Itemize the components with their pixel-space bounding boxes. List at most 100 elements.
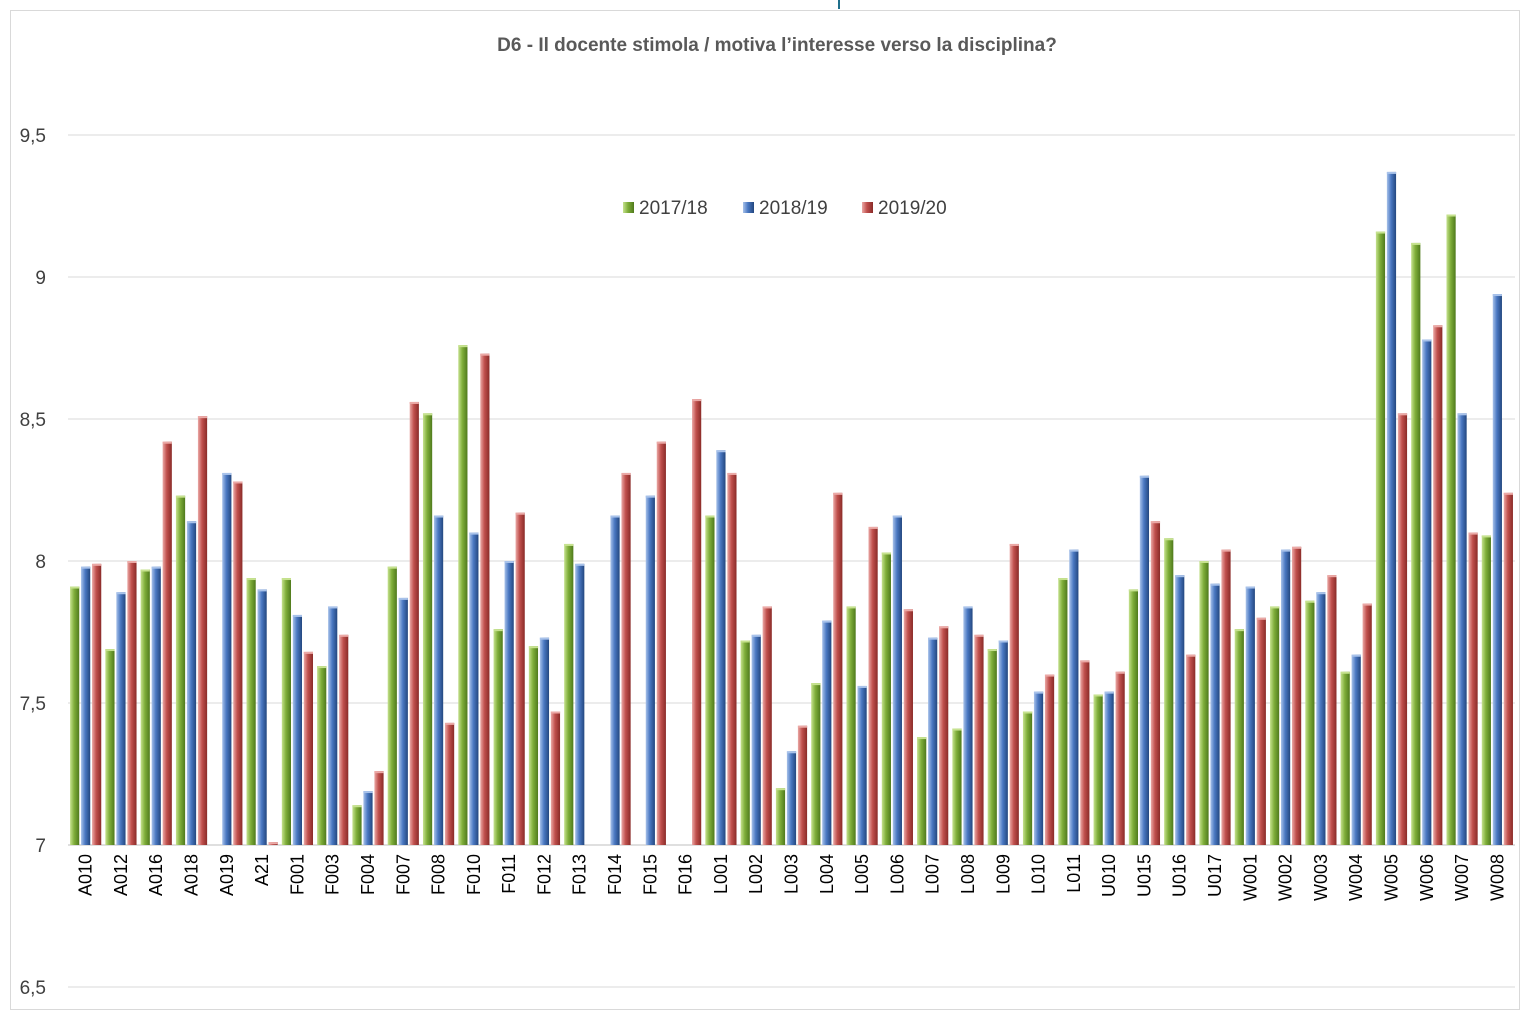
- bar-2018-19-W004: [1351, 654, 1361, 845]
- bar-cap: [409, 401, 419, 404]
- bar-2018-19-L005: [857, 685, 867, 845]
- bar-cap: [1316, 592, 1326, 595]
- x-tick-label: W002: [1276, 854, 1296, 901]
- bar-2017-18-L006: [881, 552, 891, 845]
- bar-cap: [1457, 413, 1467, 416]
- x-tick-label: L006: [887, 854, 907, 894]
- y-tick-label: 9: [35, 268, 46, 289]
- bar-2019-20-W006: [1433, 325, 1443, 845]
- bar-2017-18-A018: [175, 495, 186, 845]
- bar-cap: [727, 472, 737, 475]
- bar-cap: [952, 728, 962, 731]
- x-tick-label: W007: [1452, 854, 1472, 901]
- bar-cap: [1234, 629, 1244, 632]
- bar-cap: [1269, 606, 1280, 609]
- x-tick-label: L007: [923, 854, 943, 894]
- bar-2019-20-F004: [374, 771, 384, 845]
- bar-cap: [1411, 242, 1421, 245]
- bar-cap: [175, 495, 186, 498]
- x-tick-label: F003: [323, 854, 343, 895]
- bar-cap: [1327, 575, 1337, 578]
- bar-2018-19-W008: [1492, 294, 1502, 845]
- x-tick-label: U016: [1170, 854, 1190, 897]
- legend-label: 2018/19: [759, 198, 828, 219]
- bar-2017-18-F011: [493, 629, 503, 845]
- bar-cap: [197, 416, 208, 419]
- bar-2018-19-W006: [1422, 339, 1432, 845]
- bar-2018-19-W001: [1245, 586, 1255, 845]
- x-tick-label: U017: [1205, 854, 1225, 897]
- bar-cap: [317, 666, 327, 669]
- bar-cap: [917, 737, 927, 740]
- bar-2019-20-L006: [903, 609, 913, 845]
- bar-cap: [1351, 654, 1361, 657]
- bar-cap: [1481, 535, 1491, 538]
- bar-2018-19-U016: [1175, 575, 1185, 845]
- bar-cap: [963, 606, 973, 609]
- x-tick-label: F007: [393, 854, 413, 895]
- bar-cap: [1503, 492, 1513, 495]
- x-tick-label: F013: [570, 854, 590, 895]
- legend: 2017/18 2018/19 2019/20: [623, 198, 947, 219]
- x-tick-label: L010: [1029, 854, 1049, 894]
- bar-cap: [998, 640, 1008, 643]
- bar-cap: [363, 791, 373, 794]
- bar-cap: [1362, 603, 1372, 606]
- bars: [70, 171, 1513, 846]
- bar-2018-19-L002: [751, 634, 761, 845]
- bar-cap: [504, 561, 514, 563]
- bar-2018-19-A012: [116, 592, 126, 845]
- bar-cap: [257, 589, 267, 592]
- x-tick-label: W003: [1311, 854, 1331, 901]
- bar-2017-18-L005: [846, 606, 856, 845]
- bar-cap: [1080, 660, 1090, 663]
- bar-cap: [493, 629, 503, 632]
- legend-swatch-2017-18: [623, 202, 634, 213]
- bar-2017-18-U016: [1164, 538, 1174, 845]
- bar-cap: [1093, 694, 1103, 697]
- x-tick-label: F010: [464, 854, 484, 895]
- bar-cap: [398, 597, 408, 600]
- bar-2017-18-A012: [105, 649, 115, 845]
- bar-cap: [1044, 674, 1055, 677]
- bar-cap: [1468, 532, 1478, 535]
- bar-cap: [127, 561, 137, 563]
- bar-2018-19-A016: [151, 566, 161, 845]
- bar-2018-19-L009: [998, 640, 1008, 845]
- bar-2019-20-U017: [1221, 549, 1231, 845]
- bar-cap: [92, 563, 102, 566]
- x-tick-label: W006: [1417, 854, 1437, 901]
- bar-cap: [822, 620, 832, 623]
- bar-cap: [469, 532, 479, 535]
- bar-2017-18-L009: [987, 649, 997, 845]
- bar-cap: [281, 578, 292, 581]
- bar-cap: [1446, 214, 1456, 217]
- bar-2017-18-W007: [1446, 214, 1456, 845]
- y-tick-label: 8: [35, 552, 46, 573]
- bar-cap: [151, 566, 161, 569]
- bar-2019-20-F016: [692, 399, 702, 845]
- x-tick-label: L005: [852, 854, 872, 894]
- y-tick-label: 6,5: [20, 978, 46, 999]
- bar-2019-20-W001: [1256, 617, 1266, 845]
- x-tick-label: U015: [1134, 854, 1154, 897]
- bar-2017-18-F001: [281, 578, 292, 845]
- bar-2019-20-A012: [127, 561, 137, 845]
- bar-cap: [1022, 711, 1033, 714]
- bar-cap: [575, 563, 585, 566]
- bar-cap: [1291, 546, 1302, 549]
- bar-cap: [433, 515, 444, 518]
- bar-cap: [1386, 171, 1397, 174]
- bar-cap: [303, 651, 314, 654]
- bar-cap: [621, 472, 631, 475]
- bar-2019-20-U016: [1186, 654, 1196, 845]
- x-tick-label: F012: [534, 854, 554, 895]
- bar-2017-18-A016: [140, 569, 150, 845]
- x-tick-label: A019: [217, 854, 237, 896]
- x-tick-label: W005: [1381, 854, 1401, 901]
- bar-2019-20-F014: [621, 472, 631, 845]
- bar-2017-18-F013: [564, 543, 574, 845]
- bar-cap: [444, 722, 455, 725]
- bar-2018-19-L001: [716, 450, 726, 845]
- bar-2018-19-U010: [1104, 691, 1114, 845]
